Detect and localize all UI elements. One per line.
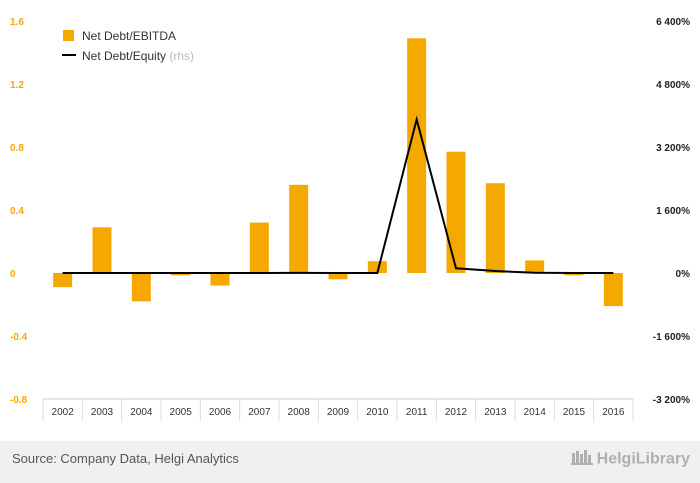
plot-area: -0.8 -0.4 0 0.4 0.8 1.2 1.6 -3 200% -1 600% 0% 1 6…	[10, 17, 690, 421]
left-axis-tick-label: 0	[10, 269, 16, 280]
bar-net-debt-ebitda	[564, 273, 584, 276]
bar-net-debt-ebitda	[53, 273, 73, 288]
x-axis-tick-label: 2003	[91, 407, 114, 418]
legend-swatch-net-debt-ebitda	[63, 30, 74, 41]
logo-text: HelgiLibrary	[596, 450, 690, 468]
bar-net-debt-ebitda	[446, 151, 466, 273]
chart: -0.8 -0.4 0 0.4 0.8 1.2 1.6 -3 200% -1 600% 0% 1 6…	[10, 17, 690, 421]
line-net-debt-equity	[62, 115, 614, 275]
helgi-library-logo: HelgiLibrary	[570, 449, 690, 470]
right-axis-tick-label: 0%	[676, 269, 691, 280]
footer: Source: Company Data, Helgi Analytics He…	[0, 441, 700, 483]
left-axis-tick-label: 0.8	[10, 143, 24, 154]
source-note: Source: Company Data, Helgi Analytics	[12, 451, 239, 466]
x-axis-tick-label: 2016	[602, 407, 625, 418]
bar-net-debt-ebitda	[603, 273, 623, 307]
right-axis-tick-label: 1 600%	[656, 206, 690, 217]
right-axis-tick-label: -1 600%	[653, 332, 690, 343]
x-axis-tick-label: 2013	[484, 407, 507, 418]
right-axis-tick-label: 4 800%	[656, 80, 690, 91]
library-icon	[570, 449, 593, 470]
legend-label-net-debt-equity: Net Debt/Equity (rhs)	[82, 49, 194, 63]
bar-net-debt-ebitda	[367, 261, 387, 273]
x-axis-tick-label: 2014	[524, 407, 547, 418]
x-axis-tick-label: 2006	[209, 407, 232, 418]
bar-net-debt-ebitda	[92, 227, 112, 273]
bar-net-debt-ebitda	[485, 183, 505, 273]
x-axis-tick-label: 2012	[445, 407, 468, 418]
x-axis-tick-label: 2008	[288, 407, 311, 418]
bar-net-debt-ebitda	[328, 273, 348, 280]
x-axis-tick-label: 2010	[366, 407, 389, 418]
bar-net-debt-ebitda	[525, 260, 545, 273]
bar-net-debt-ebitda	[131, 273, 151, 302]
x-axis-tick-label: 2004	[130, 407, 153, 418]
bar-net-debt-ebitda	[407, 38, 427, 274]
left-axis-tick-label: 0.4	[10, 206, 24, 217]
left-axis-tick-label: 1.2	[10, 80, 24, 91]
x-axis-tick-label: 2015	[563, 407, 586, 418]
legend: Net Debt/EBITDA Net Debt/Equity (rhs)	[62, 29, 194, 63]
x-axis-tick-label: 2007	[248, 407, 271, 418]
right-axis-tick-label: 3 200%	[656, 143, 690, 154]
left-axis-tick-label: -0.4	[10, 332, 28, 343]
bar-net-debt-ebitda	[249, 222, 269, 273]
x-axis-tick-label: 2011	[406, 407, 428, 418]
right-axis-tick-label: -3 200%	[653, 395, 690, 406]
bar-net-debt-ebitda	[171, 273, 191, 276]
bar-net-debt-ebitda	[289, 184, 309, 273]
legend-label-net-debt-equity-name: Net Debt/Equity	[82, 49, 166, 63]
left-axis-tick-label: -0.8	[10, 395, 28, 406]
x-axis-tick-label: 2009	[327, 407, 350, 418]
x-axis-tick-label: 2002	[52, 407, 75, 418]
x-axis-tick-label: 2005	[170, 407, 193, 418]
left-axis-tick-label: 1.6	[10, 17, 24, 28]
legend-label-rhs: (rhs)	[169, 49, 194, 63]
legend-label-net-debt-ebitda: Net Debt/EBITDA	[82, 29, 176, 43]
right-axis-tick-label: 6 400%	[656, 17, 690, 28]
bar-net-debt-ebitda	[210, 273, 230, 286]
